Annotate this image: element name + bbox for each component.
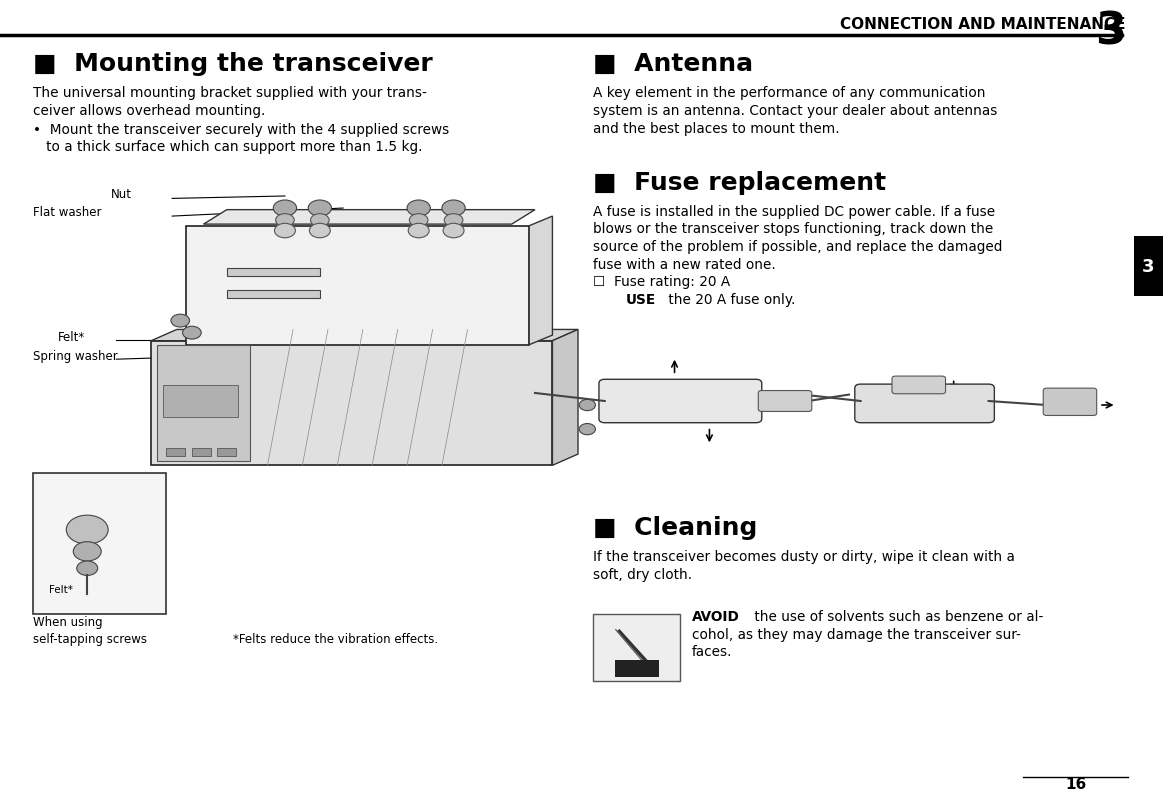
- Circle shape: [77, 561, 98, 576]
- Text: ■  Mounting the transceiver: ■ Mounting the transceiver: [33, 52, 433, 76]
- Bar: [33, 474, 166, 614]
- Circle shape: [273, 201, 297, 217]
- Text: CONNECTION AND MAINTENANCE: CONNECTION AND MAINTENANCE: [840, 17, 1126, 31]
- FancyBboxPatch shape: [1043, 389, 1097, 416]
- Text: the use of solvents such as benzene or al-: the use of solvents such as benzene or a…: [750, 609, 1043, 623]
- Circle shape: [407, 201, 430, 217]
- Circle shape: [183, 327, 201, 340]
- Text: Nut: Nut: [110, 188, 131, 201]
- Text: •  Mount the transceiver securely with the 4 supplied screws: • Mount the transceiver securely with th…: [33, 123, 449, 137]
- FancyBboxPatch shape: [758, 391, 812, 412]
- Circle shape: [408, 224, 429, 238]
- Text: source of the problem if possible, and replace the damaged: source of the problem if possible, and r…: [593, 240, 1003, 254]
- Text: *Felts reduce the vibration effects.: *Felts reduce the vibration effects.: [233, 632, 437, 645]
- FancyBboxPatch shape: [599, 380, 762, 423]
- Text: ■  Antenna: ■ Antenna: [593, 52, 754, 76]
- Text: Flat washer: Flat washer: [33, 206, 101, 219]
- Text: Felt*: Felt*: [56, 479, 83, 491]
- Text: soft, dry cloth.: soft, dry cloth.: [593, 568, 692, 581]
- Bar: [1134, 237, 1163, 297]
- Text: ■  Fuse replacement: ■ Fuse replacement: [593, 170, 886, 194]
- Polygon shape: [529, 217, 552, 345]
- Text: Felt*: Felt*: [58, 331, 85, 344]
- Bar: [615, 660, 658, 677]
- Circle shape: [579, 424, 595, 435]
- FancyBboxPatch shape: [892, 377, 946, 394]
- Text: to a thick surface which can support more than 1.5 kg.: to a thick surface which can support mor…: [33, 141, 422, 154]
- Bar: [157, 345, 250, 462]
- Text: cohol, as they may damage the transceiver sur-: cohol, as they may damage the transceive…: [692, 627, 1021, 641]
- Circle shape: [66, 516, 108, 544]
- Text: blows or the transceiver stops functioning, track down the: blows or the transceiver stops functioni…: [593, 222, 993, 236]
- Text: faces.: faces.: [692, 645, 733, 658]
- Circle shape: [579, 400, 595, 411]
- Text: USE: USE: [626, 293, 656, 307]
- Polygon shape: [151, 330, 578, 341]
- Bar: [151, 341, 552, 466]
- Bar: [217, 448, 236, 456]
- FancyBboxPatch shape: [855, 385, 994, 423]
- Bar: [192, 448, 211, 456]
- Text: A key element in the performance of any communication: A key element in the performance of any …: [593, 87, 985, 100]
- Text: ceiver allows overhead mounting.: ceiver allows overhead mounting.: [33, 104, 265, 118]
- Bar: [163, 385, 238, 418]
- Bar: [593, 614, 680, 681]
- Text: fuse with a new rated one.: fuse with a new rated one.: [593, 258, 776, 271]
- Bar: [166, 448, 185, 456]
- Text: Felt*: Felt*: [49, 585, 73, 594]
- Text: 3: 3: [1142, 258, 1155, 275]
- Circle shape: [73, 542, 101, 561]
- Circle shape: [309, 224, 330, 238]
- Bar: [186, 226, 529, 345]
- Text: The universal mounting bracket supplied with your trans-: The universal mounting bracket supplied …: [33, 87, 427, 100]
- Text: When using: When using: [33, 615, 102, 628]
- Bar: [227, 291, 320, 299]
- Text: 3: 3: [1096, 10, 1126, 54]
- Text: Spring washer: Spring washer: [33, 350, 117, 363]
- Text: the 20 A fuse only.: the 20 A fuse only.: [664, 293, 795, 307]
- Text: self-tapping screws: self-tapping screws: [33, 632, 147, 645]
- Text: and the best places to mount them.: and the best places to mount them.: [593, 122, 840, 136]
- Circle shape: [443, 224, 464, 238]
- Text: 16: 16: [1065, 776, 1086, 791]
- Text: If the transceiver becomes dusty or dirty, wipe it clean with a: If the transceiver becomes dusty or dirt…: [593, 550, 1015, 564]
- Text: ☐  Fuse rating: 20 A: ☐ Fuse rating: 20 A: [593, 275, 730, 289]
- Circle shape: [274, 224, 295, 238]
- Circle shape: [409, 214, 428, 227]
- Circle shape: [171, 315, 190, 328]
- Circle shape: [444, 214, 463, 227]
- Text: ■  Cleaning: ■ Cleaning: [593, 516, 757, 540]
- Text: A fuse is installed in the supplied DC power cable. If a fuse: A fuse is installed in the supplied DC p…: [593, 205, 996, 218]
- Text: AVOID: AVOID: [692, 609, 740, 623]
- Circle shape: [308, 201, 331, 217]
- Text: system is an antenna. Contact your dealer about antennas: system is an antenna. Contact your deale…: [593, 104, 998, 118]
- Circle shape: [311, 214, 329, 227]
- Polygon shape: [552, 330, 578, 466]
- Bar: [227, 269, 320, 277]
- Circle shape: [276, 214, 294, 227]
- Polygon shape: [204, 210, 535, 225]
- Circle shape: [442, 201, 465, 217]
